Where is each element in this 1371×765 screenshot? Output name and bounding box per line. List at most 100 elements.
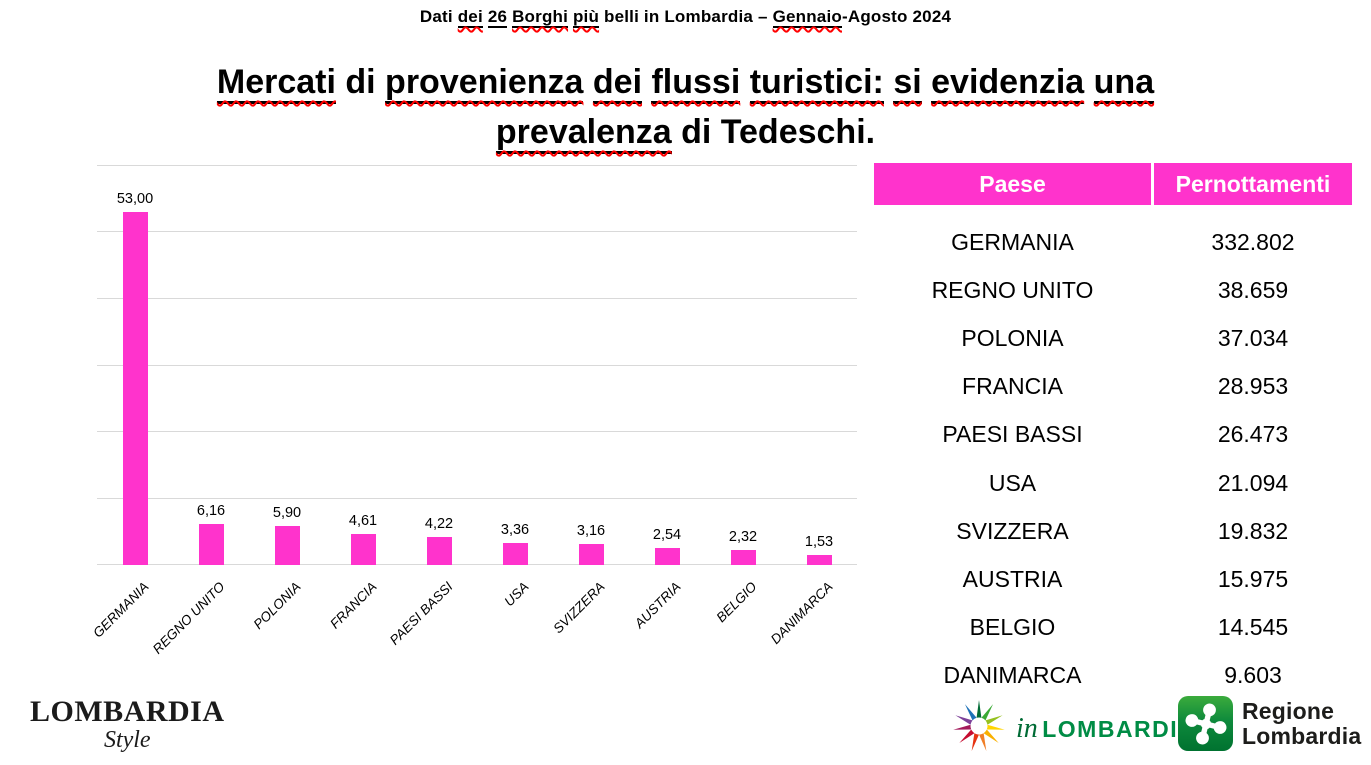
text-segment: prevalenza — [495, 113, 672, 154]
table-body: GERMANIA 332.802 REGNO UNITO 38.659 POLONIA 3… — [874, 218, 1352, 700]
bar-svizzera — [578, 543, 604, 565]
inlombardia-name: LOMBARDIA — [1042, 715, 1197, 742]
table-row: USA 21.094 — [874, 459, 1352, 507]
gridline — [97, 164, 857, 166]
gridline — [97, 297, 857, 299]
text-segment: di Tedeschi. — [671, 113, 876, 151]
bar-usa — [502, 542, 528, 565]
lombardia-style-logo-main: LOMBARDIA — [30, 695, 225, 728]
cell-pernottamenti: 15.975 — [1217, 565, 1289, 592]
table-row: DANIMARCA 9.603 — [874, 652, 1352, 700]
starburst-multicolor-icon — [950, 697, 1008, 760]
bar-value-label: 4,61 — [348, 513, 378, 530]
bar-germania — [122, 211, 148, 565]
bar-category-label: REGNO UNITO — [149, 579, 228, 657]
bar-belgio — [730, 549, 756, 565]
table-header-paese: Paese — [874, 163, 1151, 205]
bar-chart: 53,00 GERMANIA 6,16 REGNO UNITO 5,90 POLONIA 4… — [90, 164, 857, 657]
text-segment: di — [335, 63, 386, 101]
page-title-line1: Mercati di provenienza dei flussi turist… — [0, 57, 1371, 107]
cell-pernottamenti: 19.832 — [1217, 517, 1289, 544]
bar-paesi-bassi — [426, 536, 452, 565]
cell-pernottamenti: 38.659 — [1217, 276, 1289, 303]
regione-lombardia-text: Regione Lombardia — [1242, 697, 1361, 749]
bar-category-label: DANIMARCA — [767, 579, 836, 647]
lombardia-style-logo: LOMBARDIA Style — [30, 695, 225, 754]
bar-value-label: 1,53 — [804, 533, 834, 550]
page-title-line2: prevalenza di Tedeschi. — [0, 107, 1371, 157]
bar-category-label: POLONIA — [250, 579, 304, 633]
bar-category-label: USA — [501, 579, 532, 610]
text-segment: Gennaio — [772, 7, 842, 28]
regione-line1: Regione — [1242, 697, 1335, 724]
cell-pernottamenti: 28.953 — [1217, 373, 1289, 400]
text-segment — [1084, 63, 1093, 101]
table-row: GERMANIA 332.802 — [874, 218, 1352, 266]
text-segment: -Agosto 2024 — [841, 7, 952, 26]
cell-paese: BELGIO — [969, 614, 1056, 641]
bar-category-label: SVIZZERA — [550, 579, 608, 637]
text-segment: Borghi — [512, 7, 569, 28]
text-segment: Dati — [419, 7, 458, 26]
cell-paese: DANIMARCA — [943, 662, 1082, 689]
bar-value-label: 3,16 — [576, 522, 606, 539]
cell-paese: GERMANIA — [951, 228, 1074, 255]
bar-value-label: 4,22 — [424, 515, 454, 532]
cell-paese: REGNO UNITO — [931, 276, 1094, 303]
cell-pernottamenti: 14.545 — [1217, 614, 1289, 641]
text-segment: più — [572, 7, 600, 28]
text-segment: Mercati — [216, 63, 336, 104]
cell-paese: FRANCIA — [962, 373, 1063, 400]
bar-category-label: PAESI BASSI — [386, 579, 456, 648]
text-segment: si — [893, 63, 922, 104]
text-segment: evidenzia — [931, 63, 1085, 104]
bar-value-label: 6,16 — [196, 502, 226, 519]
text-segment — [922, 63, 931, 101]
kicker-text: Dati dei 26 Borghi più belli in Lombardi… — [0, 7, 1371, 28]
table-row: POLONIA 37.034 — [874, 314, 1352, 362]
text-segment: dei — [457, 7, 483, 28]
table-row: BELGIO 14.545 — [874, 604, 1352, 652]
pernottamenti-table: Paese Pernottamenti GERMANIA 332.802 REGNO… — [874, 163, 1352, 700]
cell-paese: PAESI BASSI — [942, 421, 1083, 448]
bar-value-label: 3,36 — [500, 521, 530, 538]
bar-value-label: 2,32 — [728, 528, 758, 545]
table-header-row: Paese Pernottamenti — [874, 163, 1352, 205]
bar-category-label: BELGIO — [713, 579, 760, 626]
inlombardia-logo-text: in LOMBARDIA — [1016, 713, 1196, 745]
gridline — [97, 231, 857, 233]
inlombardia-logo: in LOMBARDIA — [950, 697, 1196, 760]
inlombardia-prefix: in — [1016, 712, 1038, 744]
bar-category-label: AUSTRIA — [631, 579, 684, 631]
text-segment: una — [1093, 63, 1155, 104]
regione-lombardia-logo: Regione Lombardia — [1178, 696, 1361, 751]
gridline — [97, 431, 857, 433]
text-segment: provenienza — [385, 63, 584, 104]
text-segment: turistici: — [749, 63, 884, 104]
bar-value-label: 53,00 — [116, 190, 154, 207]
bar-francia — [350, 534, 376, 565]
bar-category-label: GERMANIA — [90, 579, 152, 641]
x-axis-line — [97, 564, 857, 565]
cell-paese: POLONIA — [961, 324, 1064, 351]
table-row: REGNO UNITO 38.659 — [874, 266, 1352, 314]
cell-paese: USA — [988, 469, 1037, 496]
table-header-pernottamenti: Pernottamenti — [1154, 163, 1352, 205]
text-segment: dei — [592, 63, 643, 104]
bar-austria — [654, 548, 680, 565]
bar-polonia — [274, 525, 300, 565]
table-row: AUSTRIA 15.975 — [874, 555, 1352, 603]
bar-value-label: 5,90 — [272, 504, 302, 521]
table-row: FRANCIA 28.953 — [874, 363, 1352, 411]
cell-pernottamenti: 26.473 — [1217, 421, 1289, 448]
cell-pernottamenti: 332.802 — [1211, 228, 1295, 255]
cell-paese: AUSTRIA — [962, 565, 1063, 592]
bar-danimarca — [806, 554, 832, 565]
rosa-camuna-icon — [1178, 696, 1233, 751]
text-segment: 26 — [487, 7, 508, 28]
page-title: Mercati di provenienza dei flussi turist… — [0, 57, 1371, 157]
cell-pernottamenti: 9.603 — [1224, 662, 1282, 689]
gridline — [97, 364, 857, 366]
bar-category-label: FRANCIA — [327, 579, 380, 632]
table-row: PAESI BASSI 26.473 — [874, 411, 1352, 459]
